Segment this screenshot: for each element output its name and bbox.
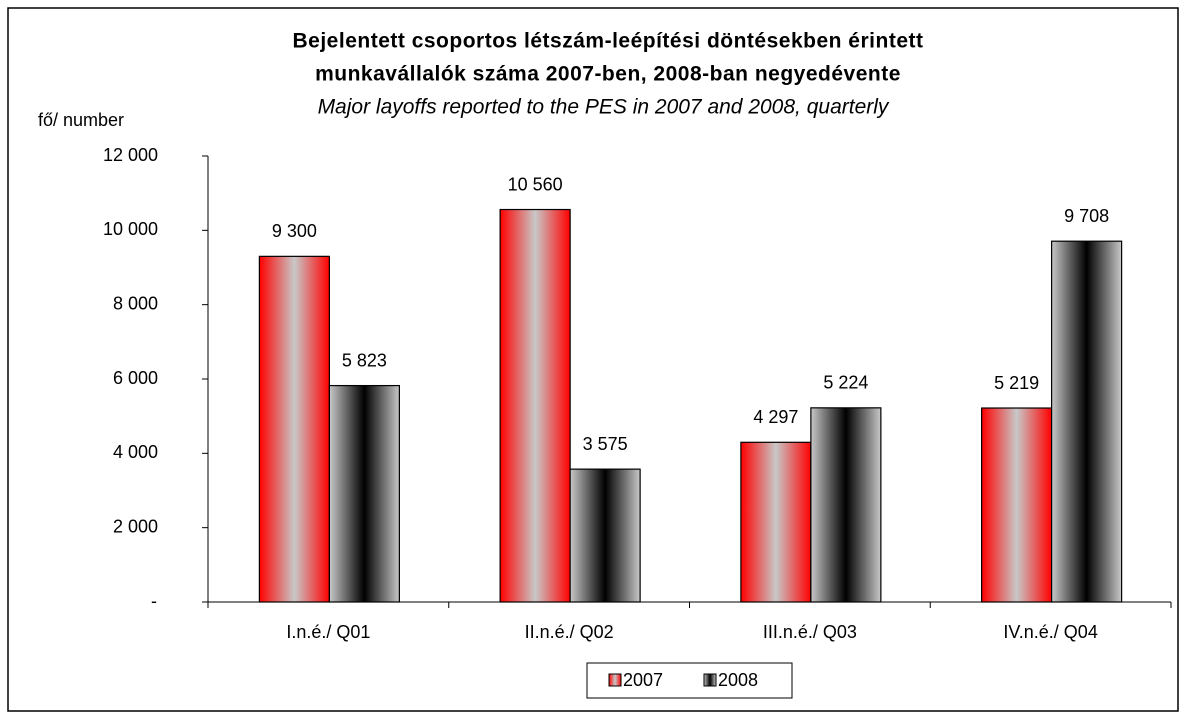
legend-swatch: [703, 673, 717, 687]
x-tick-label: II.n.é./ Q02: [525, 622, 614, 642]
x-tick-label: I.n.é./ Q01: [286, 622, 370, 642]
value-label: 10 560: [508, 174, 563, 194]
x-tick-label: IV.n.é./ Q04: [1003, 622, 1097, 642]
bar: [981, 407, 1053, 603]
bar: [810, 407, 882, 603]
x-tick-label: III.n.é./ Q03: [763, 622, 857, 642]
y-tick-label: -: [151, 591, 157, 611]
bar: [328, 384, 400, 603]
value-label: 9 708: [1064, 206, 1109, 226]
legend-swatch: [608, 673, 622, 687]
value-label: 9 300: [272, 221, 317, 241]
bar: [569, 468, 641, 603]
value-label: 5 219: [994, 373, 1039, 393]
bar: [740, 441, 812, 603]
chart-title: Bejelentett csoportos létszám-leépítési …: [293, 30, 924, 53]
y-tick-label: 10 000: [103, 219, 158, 239]
legend-label: 2008: [718, 670, 758, 690]
y-tick-label: 6 000: [113, 368, 158, 388]
bar: [499, 208, 571, 603]
chart-subtitle: Major layoffs reported to the PES in 200…: [318, 96, 890, 119]
y-tick-label: 8 000: [113, 293, 158, 313]
y-axis-label: fő/ number: [38, 110, 124, 130]
y-tick-label: 12 000: [103, 145, 158, 165]
value-label: 5 224: [823, 373, 868, 393]
bar: [258, 255, 330, 603]
chart-title: munkavállalók száma 2007-ben, 2008-ban n…: [315, 63, 901, 86]
legend-label: 2007: [623, 670, 663, 690]
value-label: 5 823: [342, 350, 387, 370]
y-tick-label: 2 000: [113, 516, 158, 536]
bar: [1051, 240, 1123, 603]
value-label: 3 575: [583, 434, 628, 454]
value-label: 4 297: [753, 407, 798, 427]
y-tick-label: 4 000: [113, 442, 158, 462]
